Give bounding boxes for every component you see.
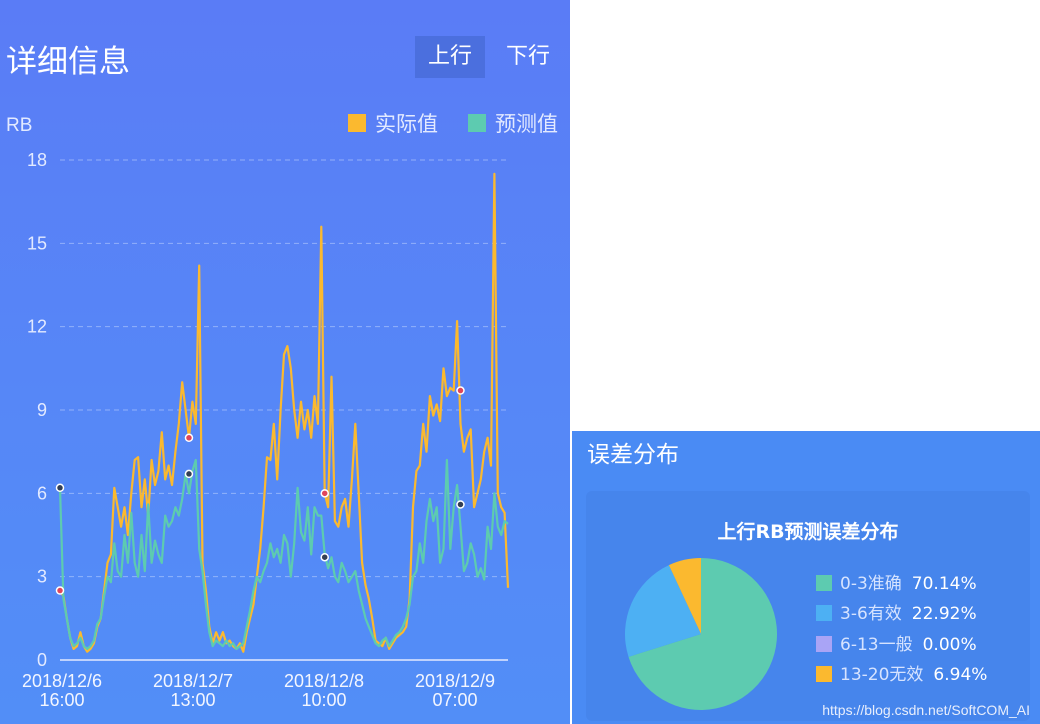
x-tick-label: 13:00 [170, 690, 215, 710]
pie-slice[interactable] [628, 558, 778, 710]
legend-percent: 6.94% [933, 665, 988, 685]
pie-card: 上行RB预测误差分布 0-3准确 70.14% 3-6有效 22.92% 6-13一… [586, 491, 1030, 721]
error-pie-chart [625, 558, 778, 710]
data-point-marker[interactable] [456, 386, 465, 395]
legend-swatch [816, 636, 832, 652]
y-tick-label: 3 [37, 567, 47, 587]
x-tick-label: 07:00 [432, 690, 477, 710]
y-tick-label: 15 [27, 233, 47, 253]
data-point-markers [55, 386, 465, 595]
legend-label: 3-6有效 [840, 604, 902, 624]
y-tick-label: 9 [37, 400, 47, 420]
data-point-marker[interactable] [55, 483, 65, 493]
detail-panel: 详细信息 上行 下行 RB 实际值 预测值 0 3 6 9 12 15 18 2018/12… [0, 0, 570, 724]
legend-predicted[interactable]: 预测值 [468, 112, 558, 136]
data-point-marker[interactable] [55, 586, 65, 595]
x-tick-label: 2018/12/7 [153, 671, 233, 691]
legend-actual-label: 实际值 [375, 112, 438, 136]
legend-swatch [816, 605, 832, 621]
panel-title: 详细信息 [6, 44, 130, 80]
pie-slice[interactable] [668, 558, 701, 634]
data-point-marker[interactable] [184, 469, 194, 479]
x-tick-label: 10:00 [301, 690, 346, 710]
legend-item-normal[interactable]: 6-13一般 0.00% [816, 633, 977, 657]
y-tick-labels: 0 3 6 9 12 15 18 [27, 150, 47, 670]
y-axis-label: RB [6, 115, 32, 136]
watermark-text: https://blog.csdn.net/SoftCOM_AI [822, 702, 1030, 718]
legend-percent: 0.00% [922, 635, 977, 655]
y-tick-label: 0 [37, 650, 47, 670]
legend-percent: 22.92% [911, 604, 977, 624]
x-tick-label: 2018/12/8 [284, 671, 364, 691]
legend-label: 13-20无效 [840, 665, 924, 685]
pie-chart-title: 上行RB预测误差分布 [717, 521, 899, 543]
legend-predicted-swatch [468, 114, 486, 132]
legend-item-valid[interactable]: 3-6有效 22.92% [816, 602, 977, 626]
data-point-marker[interactable] [320, 552, 329, 562]
rb-line-chart: RB 实际值 预测值 0 3 6 9 12 15 18 2018/12/6 16:00 20… [6, 112, 558, 710]
series-line-predicted [58, 458, 509, 650]
x-tick-label: 2018/12/6 [22, 671, 102, 691]
legend-actual-swatch [348, 114, 366, 132]
x-tick-label: 2018/12/9 [415, 671, 495, 691]
data-point-marker[interactable] [320, 489, 329, 498]
error-panel-title: 误差分布 [587, 442, 679, 468]
legend-actual[interactable]: 实际值 [348, 112, 438, 136]
tab-uplink[interactable]: 上行 [415, 36, 485, 78]
tab-downlink[interactable]: 下行 [505, 44, 550, 69]
pie-slice[interactable] [625, 565, 701, 657]
legend-swatch [816, 575, 832, 591]
legend-item-accurate[interactable]: 0-3准确 70.14% [816, 572, 977, 596]
legend-item-invalid[interactable]: 13-20无效 6.94% [816, 663, 987, 687]
x-tick-labels: 2018/12/6 16:00 2018/12/7 13:00 2018/12/… [22, 671, 495, 710]
series-line-actual [59, 172, 510, 653]
x-tick-label: 16:00 [39, 690, 84, 710]
y-tick-label: 6 [37, 483, 47, 503]
legend-label: 6-13一般 [840, 635, 913, 655]
legend-percent: 70.14% [911, 574, 977, 594]
y-tick-label: 12 [27, 317, 47, 337]
data-point-marker[interactable] [184, 433, 194, 443]
error-distribution-panel: 误差分布 上行RB预测误差分布 0-3准确 70.14% 3-6有效 22.92% … [572, 431, 1040, 724]
legend-label: 0-3准确 [840, 574, 902, 594]
legend-predicted-label: 预测值 [495, 112, 558, 136]
legend-swatch [816, 666, 832, 682]
y-tick-label: 18 [27, 150, 47, 170]
data-point-marker[interactable] [456, 500, 465, 509]
